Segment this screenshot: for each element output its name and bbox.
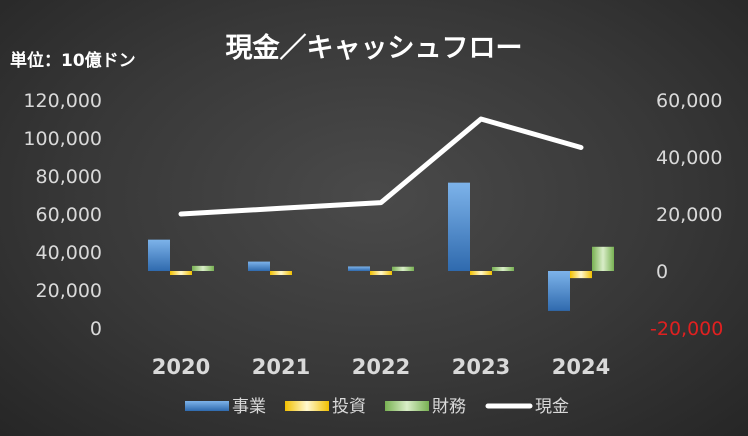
left-axis-tick-label: 120,000 (23, 90, 102, 112)
left-axis-tick-label: 80,000 (36, 166, 102, 188)
right-axis-tick-label: 0 (656, 261, 668, 283)
legend-cash-label: 現金 (535, 397, 569, 417)
x-axis-category-label: 2022 (352, 355, 410, 379)
operating-cf-bar (148, 239, 170, 271)
investing-cf-bar (570, 271, 592, 279)
investing-cf-bar (370, 271, 392, 275)
left-axis-tick-label: 20,000 (36, 280, 102, 302)
financing-cf-bar (592, 246, 614, 271)
legend-investing-label: 投資 (332, 397, 366, 417)
operating-cf-bar (548, 271, 570, 311)
cash-line (178, 116, 584, 217)
legend-operating-swatch (185, 401, 229, 411)
left-axis-tick-label: 40,000 (36, 242, 102, 264)
right-axis-tick-label: 40,000 (656, 147, 722, 169)
x-axis-category-label: 2024 (552, 355, 610, 379)
investing-cf-bar (170, 271, 192, 275)
x-axis-category-label: 2021 (252, 355, 310, 379)
left-axis-tick-label: 100,000 (23, 128, 102, 150)
operating-cf-bar (348, 266, 370, 271)
right-axis-tick-label: 60,000 (656, 90, 722, 112)
financing-cf-bar (392, 266, 414, 271)
left-axis-tick-label: 0 (90, 318, 102, 340)
x-axis-category-label: 2020 (152, 355, 210, 379)
left-axis-tick-label: 60,000 (36, 204, 102, 226)
legend-operating-label: 事業 (232, 397, 266, 417)
right-axis-tick-label: 20,000 (656, 204, 722, 226)
financing-cf-bar (492, 267, 514, 271)
right-axis-tick-label: -20,000 (650, 318, 723, 340)
legend-financing-swatch (385, 401, 429, 411)
unit-label: 単位：10億ドン (10, 51, 136, 71)
legend-investing-swatch (285, 401, 329, 411)
operating-cf-bar (448, 182, 470, 271)
investing-cf-bar (470, 271, 492, 275)
legend-financing-label: 財務 (432, 397, 466, 417)
x-axis-category-label: 2023 (452, 355, 510, 379)
financing-cf-bar (192, 265, 214, 271)
operating-cf-bar (248, 261, 270, 271)
chart-title: 現金／キャッシュフロー (225, 33, 523, 64)
investing-cf-bar (270, 271, 292, 275)
